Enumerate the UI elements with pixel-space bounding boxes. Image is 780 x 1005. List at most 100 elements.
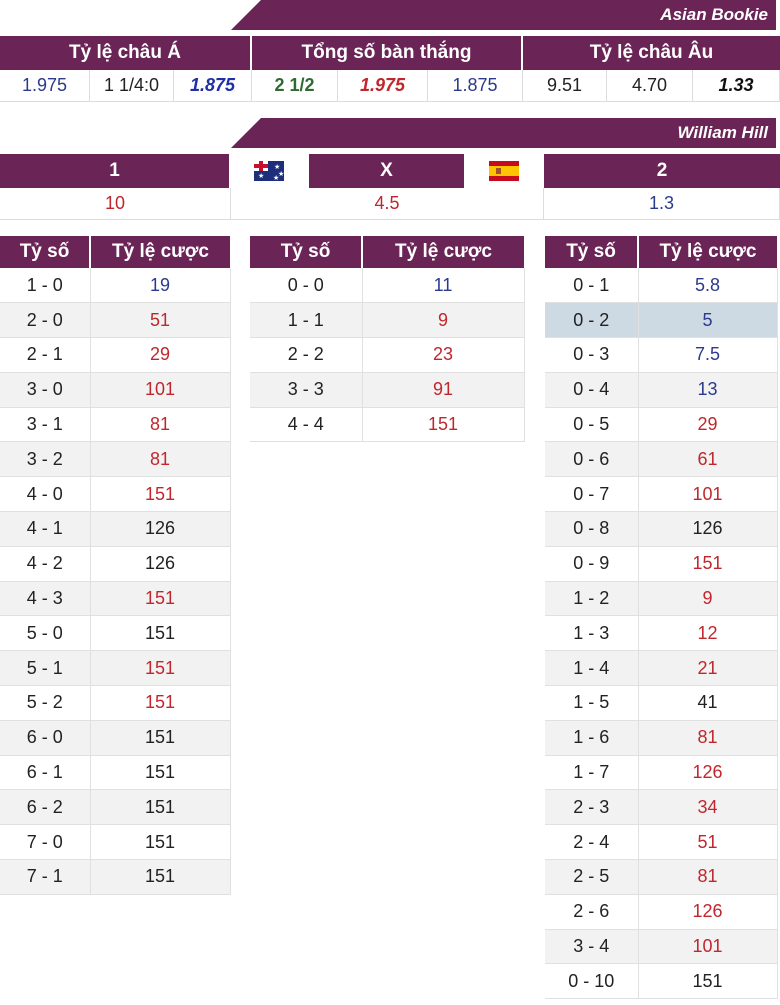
odds-cell: 151 [90, 476, 231, 513]
odds-value: 1.875 [452, 75, 498, 95]
home-win-score-row: 4 - 0 151 [0, 476, 231, 513]
score-cell: 2 - 0 [0, 302, 91, 339]
draw-odds: 4.5 [231, 188, 544, 220]
william-hill-banner: William Hill [231, 118, 776, 148]
home-win-odds: 10 [0, 188, 231, 220]
asian-handicap-line: 1 1/4:0 [90, 70, 174, 102]
draw-score-row: 0 - 0 11 [250, 268, 525, 304]
odds-cell: 5 [638, 302, 778, 339]
away-win-score-row: 1 - 5 41 [545, 685, 778, 721]
odds-cell: 13 [638, 372, 778, 408]
odds-cell: 151 [638, 963, 778, 1000]
score-cell: 1 - 4 [545, 650, 639, 687]
away-win-odds: 1.3 [544, 188, 780, 220]
score-cell: 0 - 4 [545, 372, 639, 408]
odds-cell: 101 [638, 929, 778, 965]
home-win-score-row: 5 - 0 151 [0, 615, 231, 652]
euro-away-odds: 1.33 [693, 70, 780, 102]
score-cell: 4 - 0 [0, 476, 91, 513]
asian-bookie-title: Asian Bookie [660, 5, 768, 24]
odds-cell: 51 [90, 302, 231, 339]
odds-value: 1.975 [21, 75, 68, 95]
score-cell: 7 - 0 [0, 824, 91, 861]
score-cell: 5 - 0 [0, 615, 91, 652]
score-cell: 6 - 2 [0, 789, 91, 826]
score-cell: 4 - 1 [0, 511, 91, 547]
away-win-score-row: 0 - 10 151 [545, 963, 778, 1000]
draw-score-row: 2 - 2 23 [250, 337, 525, 373]
odds-cell: 5.8 [638, 268, 778, 304]
odds-cell: 151 [362, 407, 525, 443]
score-cell: 5 - 2 [0, 685, 91, 721]
score-cell: 0 - 5 [545, 407, 639, 443]
odds-cell: 51 [638, 824, 778, 861]
score-cell: 2 - 4 [545, 824, 639, 861]
odds-cell: 34 [638, 789, 778, 826]
odds-cell: 81 [90, 407, 231, 443]
odds-column-header: Tỷ lệ cược [90, 236, 230, 268]
odds-cell: 81 [90, 441, 231, 478]
away-win-score-row: 1 - 3 12 [545, 615, 778, 652]
odds-cell: 126 [638, 755, 778, 791]
score-cell: 2 - 1 [0, 337, 91, 373]
score-cell: 1 - 5 [545, 685, 639, 721]
asian-handicap-header: Tỷ lệ châu Á [0, 36, 252, 70]
score-column-header: Tỷ số [250, 236, 363, 268]
home-win-score-row: 5 - 1 151 [0, 650, 231, 687]
odds-value: 9.51 [546, 75, 583, 95]
score-cell: 4 - 2 [0, 546, 91, 582]
score-column-header: Tỷ số [0, 236, 91, 268]
odds-cell: 151 [90, 615, 231, 652]
william-hill-title: William Hill [677, 123, 768, 142]
odds-cell: 41 [638, 685, 778, 721]
score-cell: 5 - 1 [0, 650, 91, 687]
asian-bookie-values-row: 1.975 1 1/4:0 1.875 2 1/2 1.975 1.875 9.… [0, 70, 780, 102]
away-win-score-row: 1 - 7 126 [545, 755, 778, 791]
away-win-score-row: 2 - 4 51 [545, 824, 778, 861]
away-win-score-row: 1 - 6 81 [545, 720, 778, 756]
william-hill-header-row: 1 ★ ★ ★ ★ X 2 [0, 154, 780, 188]
odds-cell: 126 [638, 511, 778, 547]
away-win-score-row: 0 - 1 5.8 [545, 268, 778, 304]
odds-value: 2 1/2 [274, 75, 315, 95]
odds-cell: 151 [90, 789, 231, 826]
euro-home-odds: 9.51 [523, 70, 607, 102]
total-over-odds: 1.975 [338, 70, 428, 102]
away-win-score-row: 0 - 3 7.5 [545, 337, 778, 373]
odds-cell: 126 [638, 894, 778, 930]
odds-cell: 21 [638, 650, 778, 687]
away-win-score-row: 1 - 4 21 [545, 650, 778, 687]
odds-cell: 11 [362, 268, 525, 304]
odds-cell: 29 [90, 337, 231, 373]
home-win-score-row: 3 - 2 81 [0, 441, 231, 478]
home-win-score-row: 4 - 1 126 [0, 511, 231, 547]
odds-cell: 126 [90, 511, 231, 547]
odds-value: 4.70 [631, 75, 668, 95]
home-win-score-row: 7 - 1 151 [0, 859, 231, 895]
score-cell: 1 - 0 [0, 268, 91, 304]
score-cell: 0 - 1 [545, 268, 639, 304]
score-column-header: Tỷ số [545, 236, 639, 268]
score-cell: 3 - 1 [0, 407, 91, 443]
asian-bookie-banner: Asian Bookie [231, 0, 776, 30]
away-win-score-row: 2 - 6 126 [545, 894, 778, 930]
away-win-score-row: 0 - 8 126 [545, 511, 778, 547]
score-cell: 4 - 4 [250, 407, 363, 443]
odds-value: 1.975 [359, 75, 406, 95]
score-cell: 3 - 0 [0, 372, 91, 408]
home-win-score-row: 2 - 1 29 [0, 337, 231, 373]
score-cell: 6 - 0 [0, 720, 91, 756]
odds-cell: 61 [638, 441, 778, 478]
score-cell: 1 - 7 [545, 755, 639, 791]
odds-cell: 151 [90, 859, 231, 895]
odds-cell: 23 [362, 337, 525, 373]
away-flag-cell [466, 154, 544, 188]
home-win-score-row: 3 - 1 81 [0, 407, 231, 443]
odds-value: 1.875 [189, 75, 236, 95]
odds-column-header: Tỷ lệ cược [362, 236, 524, 268]
odds-cell: 151 [90, 755, 231, 791]
european-odds-header: Tỷ lệ châu Âu [523, 36, 780, 70]
draw-header: X [309, 154, 466, 188]
